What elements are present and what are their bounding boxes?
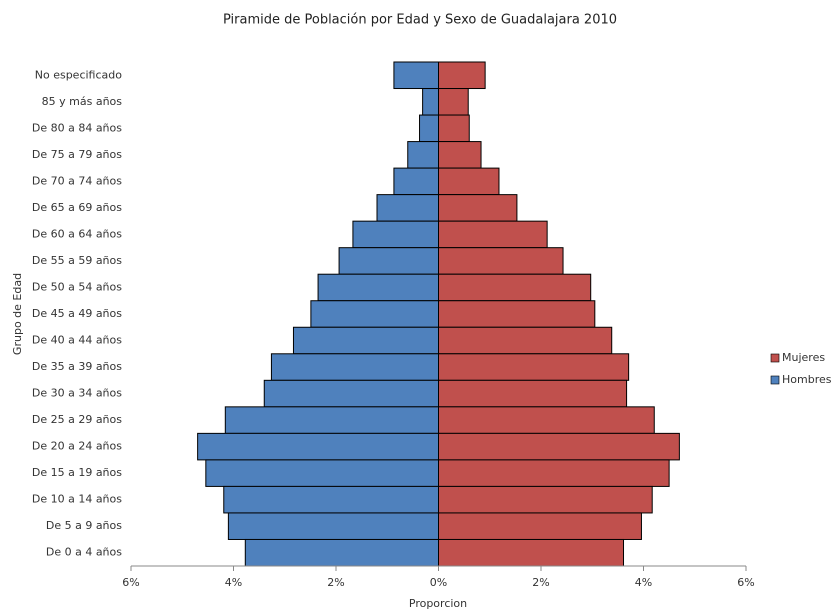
bar <box>438 512 642 540</box>
bar <box>422 88 439 116</box>
y-axis-label: Grupo de Edad <box>11 273 24 355</box>
x-tick-label: 4% <box>635 576 652 589</box>
bar <box>352 220 440 249</box>
x-tick-label: 6% <box>122 576 139 589</box>
y-tick-label: De 75 a 79 años <box>32 148 122 161</box>
legend-label: Mujeres <box>782 351 825 364</box>
bar <box>438 141 482 169</box>
bar <box>197 432 439 461</box>
bar <box>438 406 655 434</box>
y-tick-label: De 45 a 49 años <box>32 307 122 320</box>
x-axis-label: Proporcion <box>409 597 467 610</box>
y-tick-label: De 5 a 9 años <box>46 519 122 532</box>
bar <box>205 459 439 487</box>
bar <box>438 379 628 408</box>
y-tick-label: De 10 a 14 años <box>32 493 122 506</box>
legend-swatch <box>770 353 780 363</box>
legend-swatch <box>770 375 780 385</box>
bar <box>263 379 439 408</box>
bar <box>438 114 470 143</box>
bar <box>438 61 486 90</box>
y-tick-label: De 80 a 84 años <box>32 121 122 134</box>
y-tick-label: De 55 a 59 años <box>32 254 122 267</box>
bar <box>438 432 680 461</box>
y-tick-label: De 70 a 74 años <box>32 174 122 187</box>
x-tick-label: 4% <box>225 576 242 589</box>
bar <box>223 485 439 514</box>
bar <box>438 194 518 222</box>
x-tick-label: 2% <box>532 576 549 589</box>
y-tick-label: De 0 a 4 años <box>46 546 122 559</box>
y-tick-label: De 50 a 54 años <box>32 280 122 293</box>
y-tick-label: No especificado <box>35 68 123 81</box>
y-tick-label: De 20 a 24 años <box>32 440 122 453</box>
bar <box>438 353 630 381</box>
chart-title: Piramide de Población por Edad y Sexo de… <box>223 13 617 28</box>
bar <box>310 300 440 328</box>
y-tick-label: De 35 a 39 años <box>32 360 122 373</box>
bar <box>438 273 592 302</box>
bar <box>338 247 440 275</box>
y-tick-label: De 65 a 69 años <box>32 201 122 214</box>
y-tick-label: De 60 a 64 años <box>32 227 122 240</box>
bar <box>317 273 439 302</box>
bar <box>438 167 500 196</box>
bar <box>438 326 613 355</box>
bar <box>393 167 440 196</box>
bar <box>224 406 439 434</box>
bar <box>244 538 439 567</box>
y-tick-label: De 15 a 19 años <box>32 466 122 479</box>
bar <box>270 353 439 381</box>
bar <box>292 326 439 355</box>
y-tick-label: 85 y más años <box>42 95 123 108</box>
y-tick-label: De 25 a 29 años <box>32 413 122 426</box>
x-tick-label: 6% <box>737 576 754 589</box>
bar <box>438 538 625 567</box>
bar <box>438 220 548 249</box>
bar <box>438 459 670 487</box>
bar <box>438 247 564 275</box>
bar <box>376 194 439 222</box>
bar <box>438 300 596 328</box>
y-tick-label: De 30 a 34 años <box>32 387 122 400</box>
bar <box>438 88 469 116</box>
x-tick-label: 0% <box>430 576 447 589</box>
bar <box>393 61 440 90</box>
x-tick-label: 2% <box>327 576 344 589</box>
bar <box>227 512 439 540</box>
bar <box>407 141 439 169</box>
bar <box>419 114 440 143</box>
bar <box>438 485 653 514</box>
legend-label: Hombres <box>782 373 832 386</box>
y-tick-label: De 40 a 44 años <box>32 334 122 347</box>
